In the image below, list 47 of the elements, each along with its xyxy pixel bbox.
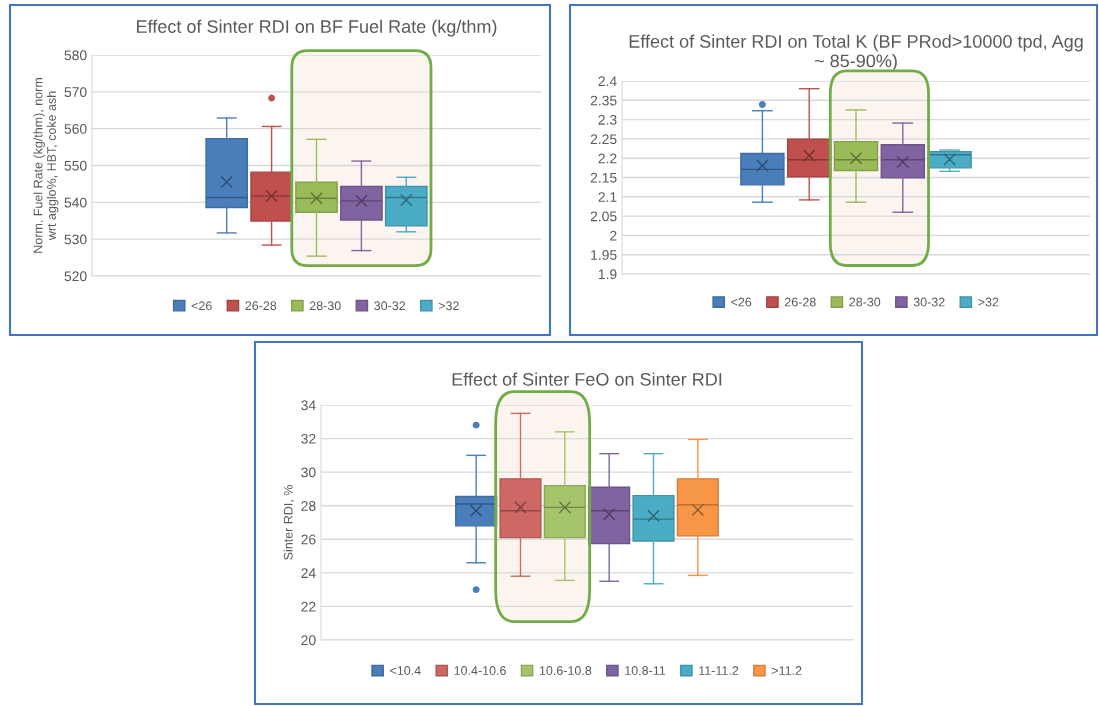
y-tick-label: 2.2: [598, 153, 617, 164]
legend-label: >11.2: [771, 666, 802, 675]
y-tick-label: 560: [64, 124, 87, 134]
legend-label: 11-11.2: [699, 666, 739, 675]
y-tick-label: 20: [301, 635, 316, 646]
legend-label: 26-28: [245, 301, 277, 311]
y-axis-title: Norm. Fuel Rate (kg/thm), norm wrt agglo%, HBT, coke ash: [33, 78, 59, 253]
legend-label: <10.4: [390, 666, 421, 675]
y-tick-label: 540: [64, 197, 87, 208]
legend-label: 28-30: [309, 301, 341, 311]
y-tick-label: 34: [301, 400, 316, 411]
y-tick-label: 26: [301, 534, 316, 545]
y-tick-label: 520: [64, 271, 87, 282]
y-tick-label: 2.25: [590, 134, 617, 145]
y-tick-label: 2.35: [590, 95, 617, 106]
legend-label: <26: [191, 301, 212, 311]
y-tick-label: 1.9: [598, 269, 617, 280]
y-tick-label: 2: [610, 230, 617, 241]
legend-label: 10.8-11: [625, 666, 666, 675]
legend-label: 30-32: [374, 301, 406, 311]
y-tick-label: 2.3: [598, 114, 617, 125]
y-tick-label: 530: [64, 234, 87, 245]
y-tick-label: 2.05: [590, 211, 617, 222]
y-tick-label: 22: [301, 601, 316, 612]
y-tick-label: 580: [64, 50, 87, 61]
legend-label: 10.6-10.8: [539, 666, 592, 675]
legend-label: 30-32: [913, 297, 945, 307]
chart-title: Effect of Sinter FeO on Sinter RDI: [452, 372, 722, 386]
chart-title: Effect of Sinter RDI on Total K (BF PRod>10000 tpd, Agg ~ 85-90%): [629, 34, 1083, 71]
y-axis-title: Sinter RDI, %: [283, 485, 295, 560]
legend-label: 26-28: [784, 297, 816, 307]
y-tick-label: 570: [64, 87, 87, 97]
y-tick-label: 30: [301, 467, 316, 478]
legend-label: <26: [731, 297, 752, 307]
legend-label: >32: [978, 297, 999, 307]
chart-title: Effect of Sinter RDI on BF Fuel Rate (kg/thm): [137, 19, 497, 37]
y-tick-label: 28: [301, 501, 316, 511]
legend-label: >32: [438, 301, 459, 311]
y-tick-label: 2.15: [590, 172, 617, 183]
y-tick-label: 2.4: [598, 76, 617, 87]
legend-label: 10.4-10.6: [454, 666, 506, 675]
y-tick-label: 1.95: [591, 250, 617, 260]
y-tick-label: 550: [64, 160, 87, 171]
y-tick-label: 24: [301, 568, 316, 578]
y-tick-label: 32: [301, 433, 316, 444]
legend-label: 28-30: [849, 297, 881, 307]
y-tick-label: 2.1: [598, 192, 617, 202]
